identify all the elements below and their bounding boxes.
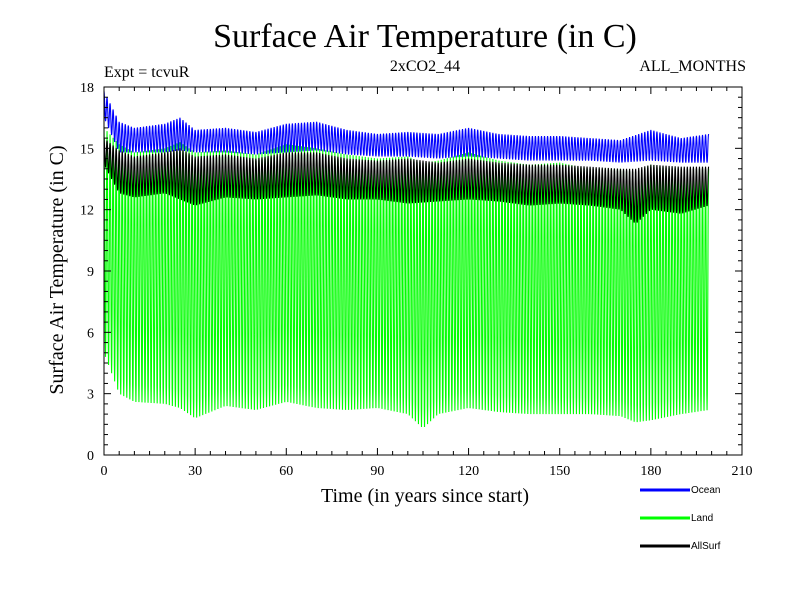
x-tick-label: 180 (640, 464, 661, 479)
y-tick-label: 6 (87, 326, 94, 341)
plot-series-group (103, 91, 710, 427)
y-tick-label: 3 (87, 388, 94, 403)
series-land-line (103, 127, 710, 427)
y-tick-label: 0 (87, 449, 94, 464)
series-ocean-line (103, 91, 710, 163)
y-axis-label: Surface Air Temperature (in C) (46, 145, 68, 394)
chart-subtitle-scenario: 2xCO2_44 (390, 58, 460, 75)
x-tick-label: 150 (549, 464, 570, 479)
x-tick-label: 90 (370, 464, 384, 479)
chart-title: Surface Air Temperature (in C) (213, 18, 637, 55)
y-tick-label: 18 (80, 81, 94, 96)
x-tick-label: 0 (101, 464, 108, 479)
x-tick-label: 120 (458, 464, 479, 479)
x-tick-label: 30 (188, 464, 202, 479)
x-tick-label: 60 (279, 464, 293, 479)
series-allsurf-line (103, 138, 710, 223)
axes-group (103, 86, 743, 456)
y-tick-label: 15 (80, 142, 94, 157)
legend-label-land: Land (691, 513, 713, 524)
y-tick-label: 12 (80, 204, 94, 219)
legend-label-allsurf: AllSurf (691, 541, 721, 552)
x-axis-label: Time (in years since start) (321, 485, 529, 507)
chart-subtitle-months: ALL_MONTHS (639, 58, 746, 75)
x-tick-labels: 0 30 60 90 120 150 180 210 (101, 464, 753, 479)
x-tick-label: 210 (732, 464, 753, 479)
chart-legend: Ocean Land AllSurf (640, 485, 721, 552)
y-tick-label: 9 (87, 265, 94, 280)
y-tick-labels: 0 3 6 9 12 15 18 (80, 81, 94, 464)
chart-subtitle-experiment: Expt = tcvuR (104, 64, 190, 81)
legend-label-ocean: Ocean (691, 485, 720, 496)
